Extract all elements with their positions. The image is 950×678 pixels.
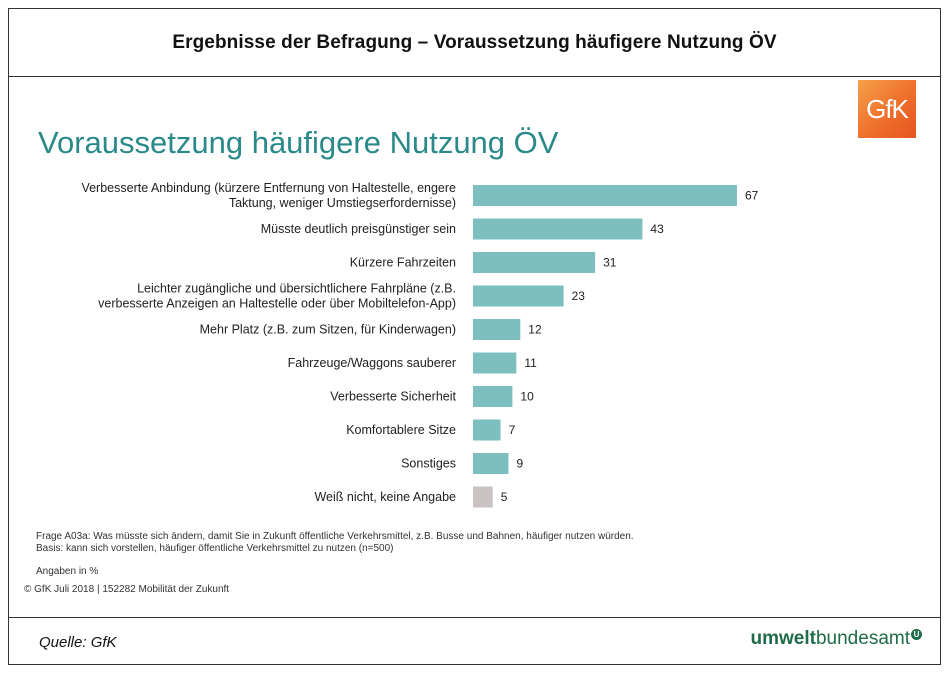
chart-title: Voraussetzung häufigere Nutzung ÖV [38,125,559,160]
source-label: Quelle: GfK [39,634,117,651]
bar [473,419,501,441]
category-label: Fahrzeuge/Waggons sauberer [288,356,456,370]
bar [473,185,737,206]
footnotes: Frage A03a: Was müsste sich ändern, dami… [36,531,634,555]
slide-footer: Quelle: GfK umweltbundesamt U [9,617,940,664]
bar [473,386,513,407]
brand-regular: bundesamt [815,628,910,649]
brand-bold: umwelt [750,628,816,649]
data-label: 9 [516,457,523,471]
data-label: 11 [524,356,537,370]
copyright-note: © GfK Juli 2018 | 152282 Mobilität der Z… [24,584,230,595]
data-label: 5 [501,490,508,504]
data-label: 23 [572,289,586,303]
data-label: 7 [509,423,516,437]
category-label: verbesserte Anzeigen an Haltestelle oder… [98,297,456,311]
category-label: Leichter zugängliche und übersichtlicher… [137,282,456,296]
category-label: Mehr Platz (z.B. zum Sitzen, für Kinderw… [200,323,456,337]
bar [473,486,493,508]
category-label: Komfortablere Sitze [346,423,456,437]
slide-frame: Ergebnisse der Befragung – Voraussetzung… [8,8,941,665]
category-label: Weiß nicht, keine Angabe [314,490,456,504]
bar [473,252,596,273]
category-label: Kürzere Fahrzeiten [350,256,456,270]
bar [473,319,521,340]
brand-mark-icon: U [911,628,922,640]
category-label: Verbesserte Anbindung (kürzere Entfernun… [81,181,456,195]
bar [473,352,517,374]
data-label: 67 [745,189,759,203]
slide-title: Ergebnisse der Befragung – Voraussetzung… [172,31,777,53]
category-label: Taktung, weniger Umstiegserfordernisse) [229,196,456,210]
bar [473,285,564,307]
data-label: 31 [603,256,617,270]
data-label: 10 [520,390,534,404]
umweltbundesamt-logo: umweltbundesamt U [751,628,922,650]
basis-note: Basis: kann sich vorstellen, häufiger öf… [36,543,394,554]
gfk-logo: GfK [858,80,916,138]
bar [473,218,643,240]
question-note: Frage A03a: Was müsste sich ändern, dami… [36,531,634,542]
data-label: 12 [528,323,542,337]
unit-note: Angaben in % [36,566,99,577]
category-label: Sonstiges [401,457,456,471]
category-label: Verbesserte Sicherheit [330,390,456,404]
slide-header: Ergebnisse der Befragung – Voraussetzung… [9,9,940,77]
bar [473,453,509,474]
category-label: Müsste deutlich preisgünstiger sein [261,222,456,236]
data-label: 43 [650,222,664,236]
